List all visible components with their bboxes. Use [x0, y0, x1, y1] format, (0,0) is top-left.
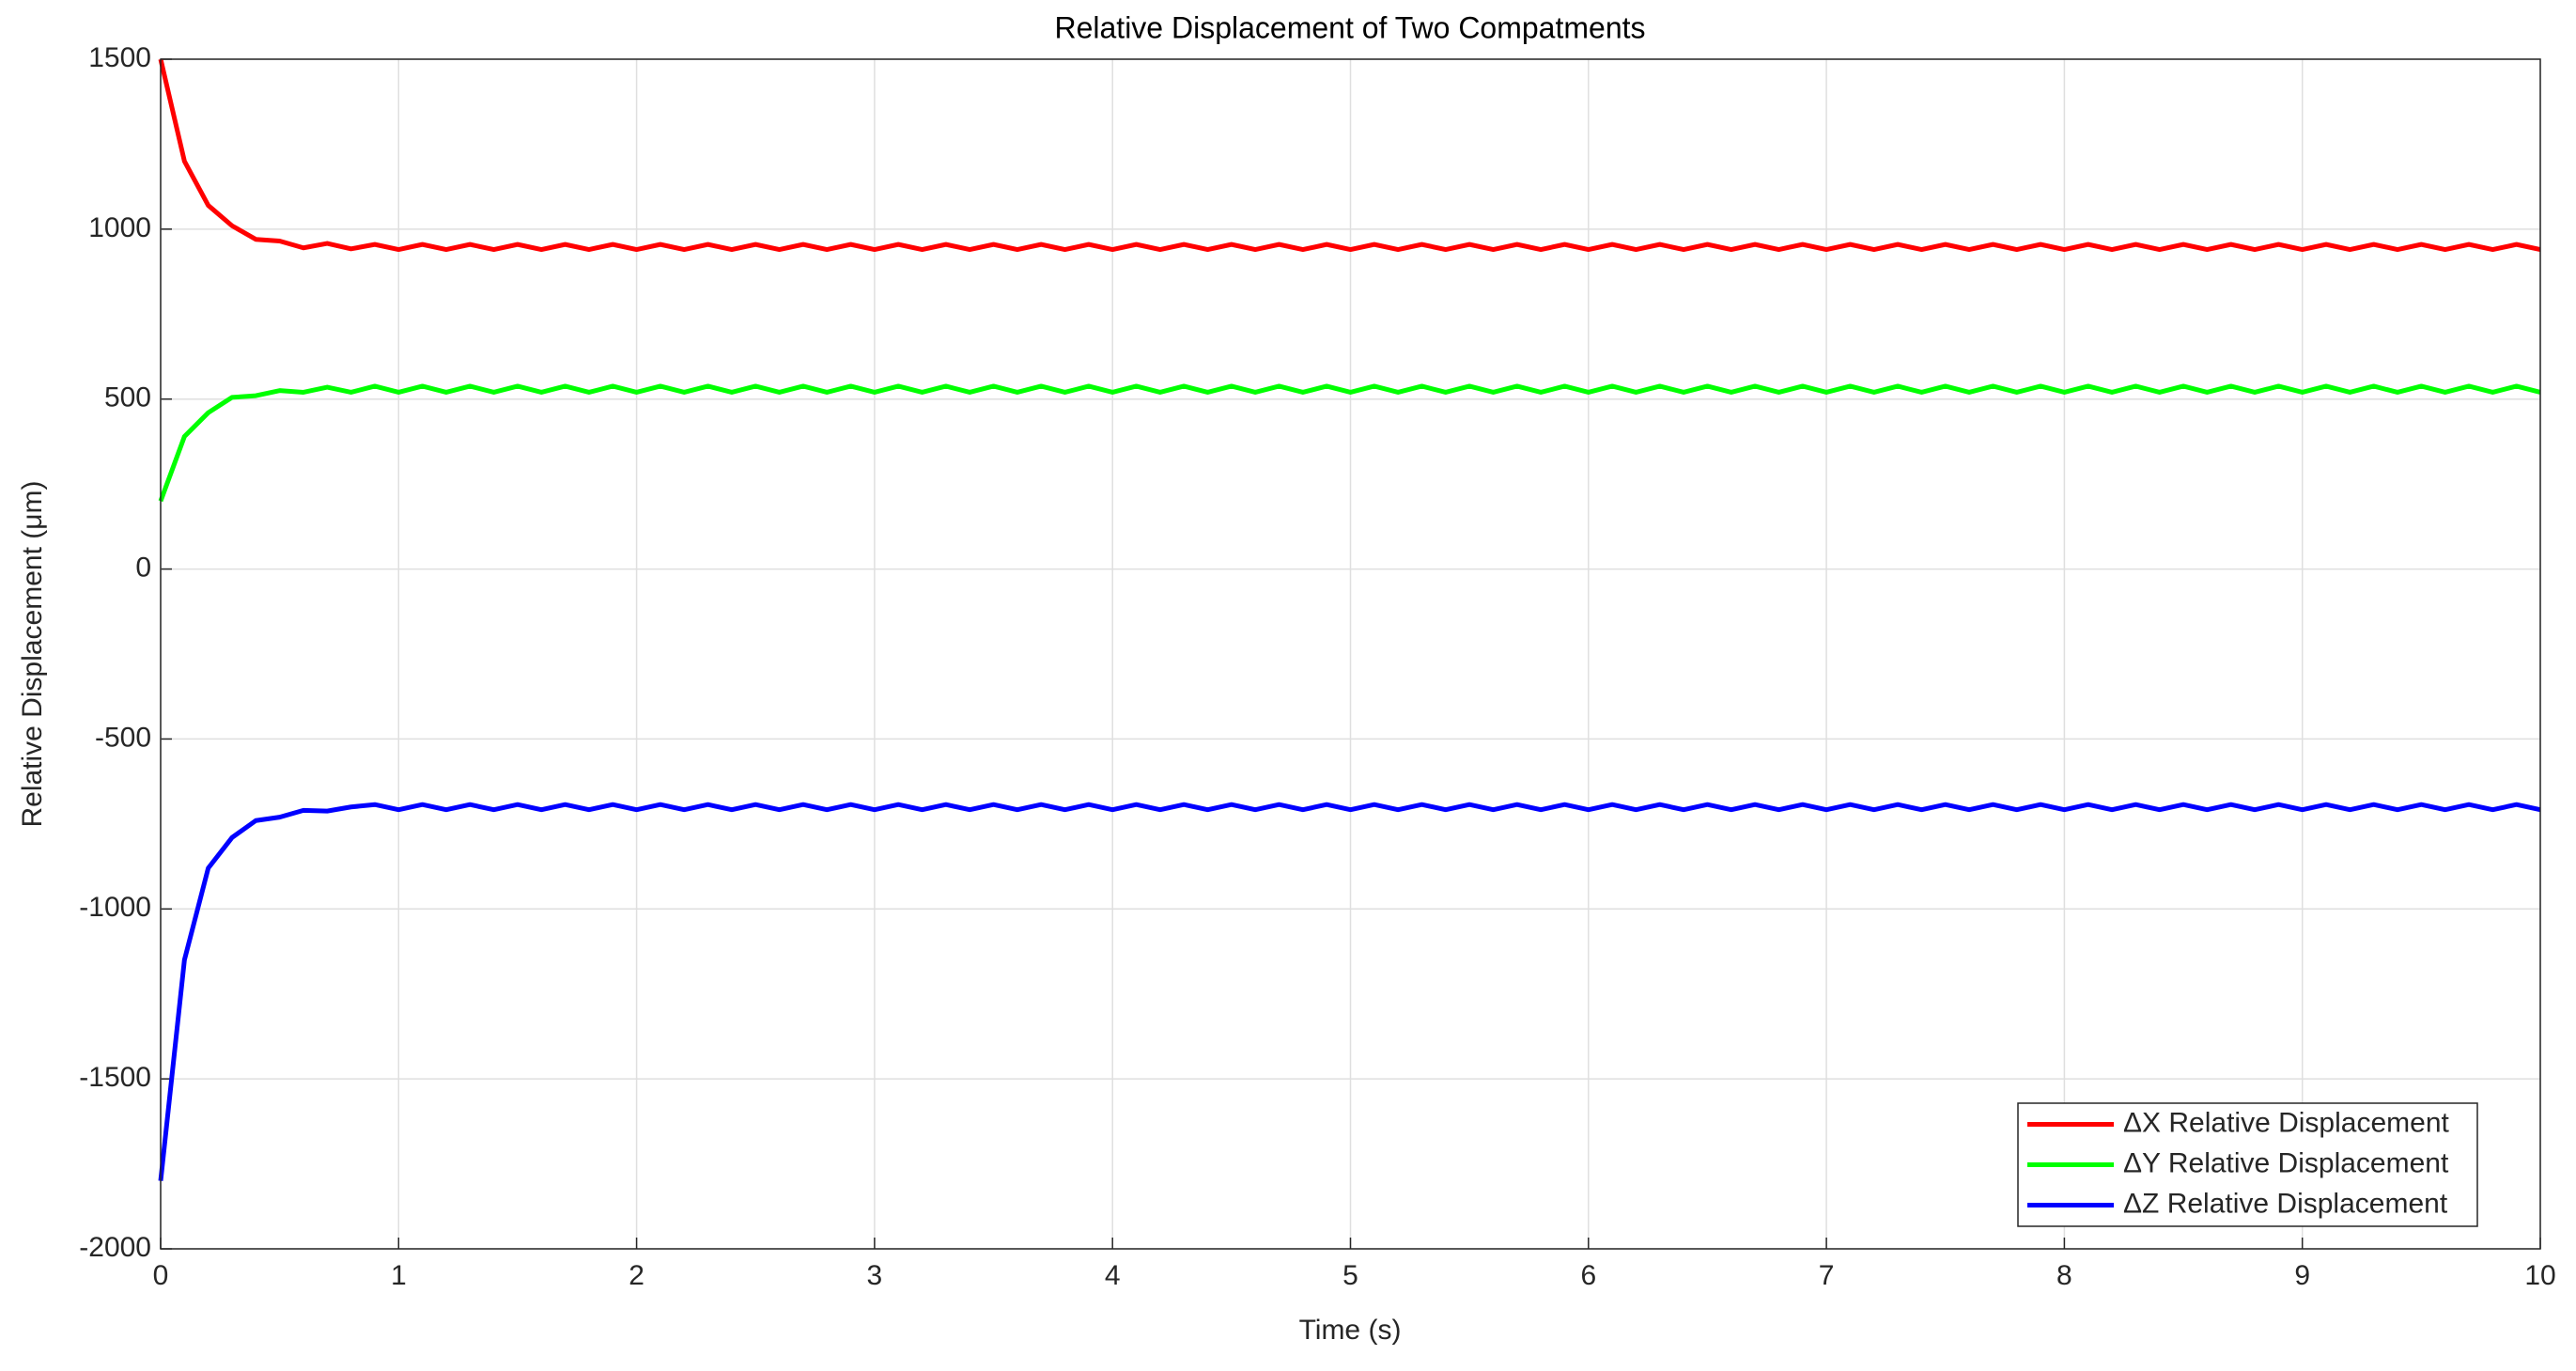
series-line — [158, 383, 2541, 503]
axes-box — [160, 58, 2541, 1250]
x-tick-label: 6 — [1580, 1260, 1596, 1291]
chart-title: Relative Displacement of Two Compatments — [1054, 10, 1645, 44]
x-tick-label: 2 — [628, 1260, 644, 1291]
x-tick-label: 9 — [2294, 1260, 2310, 1291]
y-tick-label: 1000 — [88, 212, 151, 243]
legend-label: ΔY Relative Displacement — [2123, 1147, 2449, 1178]
series-line — [158, 58, 2541, 253]
y-axis-label: Relative Displacement (μm) — [17, 480, 48, 827]
x-tick-label: 4 — [1105, 1260, 1121, 1291]
x-tick-label: 7 — [1819, 1260, 1835, 1291]
x-axis-label: Time (s) — [1299, 1315, 1402, 1346]
y-tick-label: -500 — [95, 722, 151, 753]
y-tick-label: 0 — [135, 552, 151, 583]
y-tick-label: -1000 — [79, 892, 151, 923]
x-tick-label: 0 — [153, 1260, 169, 1291]
legend: ΔX Relative Displacement ΔY Relative Disp… — [2017, 1102, 2478, 1227]
x-tick-label: 5 — [1342, 1260, 1358, 1291]
x-tick-label: 1 — [391, 1260, 407, 1291]
y-tick-label: 500 — [104, 382, 151, 413]
y-tick-label: -1500 — [79, 1062, 151, 1093]
legend-label: ΔX Relative Displacement — [2123, 1107, 2450, 1138]
legend-label: ΔZ Relative Displacement — [2123, 1188, 2448, 1219]
x-tick-label: 10 — [2524, 1260, 2555, 1291]
x-tick-label: 8 — [2056, 1260, 2072, 1291]
y-tick-label: 1500 — [88, 42, 151, 73]
x-tick-label: 3 — [867, 1260, 883, 1291]
y-tick-label: -2000 — [79, 1232, 151, 1263]
series-line — [158, 802, 2541, 1181]
